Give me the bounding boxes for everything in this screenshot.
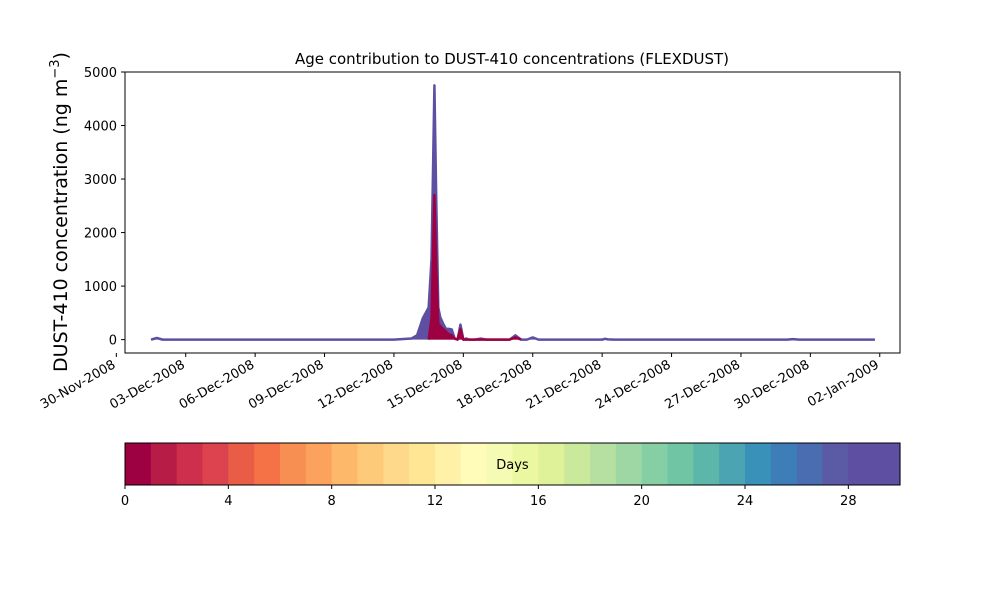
colorbar-tick-label: 8 — [328, 494, 336, 509]
colorbar-segment — [693, 443, 720, 485]
y-tick-label: 3000 — [84, 173, 117, 188]
x-tick-label: 12-Dec-2008 — [316, 357, 396, 412]
colorbar: 0 4 8 12 16 20 24 28 Days — [121, 442, 901, 509]
colorbar-tick-label: 4 — [224, 494, 232, 509]
x-tick-label: 27-Dec-2008 — [663, 357, 743, 412]
x-tick-label: 09-Dec-2008 — [246, 357, 326, 412]
total-series-line — [150, 84, 875, 341]
y-axis-label-superscript: −3 — [48, 59, 63, 78]
plot-frame — [124, 71, 901, 354]
colorbar-segment — [615, 443, 643, 485]
x-tick-label: 24-Dec-2008 — [593, 357, 673, 412]
colorbar-segment — [719, 443, 746, 485]
colorbar-tick-label: 24 — [737, 494, 754, 509]
colorbar-segment — [331, 443, 359, 485]
colorbar-segment — [383, 443, 410, 485]
colorbar-tick-label: 0 — [121, 494, 129, 509]
colorbar-segment — [590, 443, 617, 485]
colorbar-segment — [125, 443, 152, 485]
colorbar-segment — [770, 443, 798, 485]
y-axis-label-main: DUST-410 concentration (ng m — [50, 79, 72, 372]
x-tick-label: 02-Jan-2009 — [805, 357, 882, 410]
colorbar-tick-label: 20 — [633, 494, 650, 509]
y-tick-label: 1000 — [84, 280, 117, 295]
colorbar-segment — [357, 443, 384, 485]
y-tick-label: 2000 — [84, 227, 117, 242]
colorbar-tick-label: 28 — [840, 494, 857, 509]
colorbar-segment — [564, 443, 591, 485]
x-tick-label: 21-Dec-2008 — [524, 357, 604, 412]
colorbar-segment — [228, 443, 255, 485]
colorbar-segment — [176, 443, 204, 485]
colorbar-segment — [202, 443, 229, 485]
y-axis: 0 1000 2000 3000 4000 5000 — [84, 66, 125, 349]
y-axis-label-tail: ) — [50, 52, 72, 59]
recent-days-series-area — [428, 195, 522, 340]
y-tick-label: 0 — [109, 334, 117, 349]
x-tick-label: 18-Dec-2008 — [454, 357, 534, 412]
x-axis: 30-Nov-200803-Dec-200806-Dec-200809-Dec-… — [38, 353, 882, 413]
colorbar-segment — [667, 443, 694, 485]
colorbar-segment — [512, 443, 539, 485]
x-tick-label: 06-Dec-2008 — [177, 357, 257, 412]
chart-title: Age contribution to DUST-410 concentrati… — [295, 50, 729, 68]
colorbar-tick-label: 12 — [427, 494, 444, 509]
colorbar-segment — [538, 443, 565, 485]
colorbar-segment — [305, 443, 333, 485]
y-tick-label: 5000 — [84, 66, 117, 81]
x-tick-label: 15-Dec-2008 — [385, 357, 465, 412]
colorbar-tick-label: 16 — [530, 494, 547, 509]
colorbar-segment — [822, 443, 849, 485]
colorbar-segment — [796, 443, 824, 485]
colorbar-segment — [435, 443, 462, 485]
colorbar-frame — [124, 442, 901, 486]
y-tick-label: 4000 — [84, 120, 117, 135]
recent-days-series-line — [427, 193, 522, 341]
colorbar-segment — [848, 443, 875, 485]
colorbar-segment — [409, 443, 436, 485]
y-axis-label: DUST-410 concentration (ng m−3) — [48, 52, 72, 372]
colorbar-segment — [641, 443, 669, 485]
x-tick-label: 30-Dec-2008 — [732, 357, 812, 412]
colorbar-segment — [280, 443, 307, 485]
colorbar-segment — [254, 443, 281, 485]
colorbar-label: Days — [496, 458, 529, 473]
colorbar-segment — [150, 443, 178, 485]
colorbar-segment — [874, 443, 901, 485]
colorbar-segment — [486, 443, 514, 485]
x-tick-label: 03-Dec-2008 — [107, 357, 187, 412]
colorbar-segment — [460, 443, 488, 485]
total-series-area — [151, 85, 875, 340]
plot-area — [150, 84, 875, 341]
colorbar-segment — [745, 443, 772, 485]
